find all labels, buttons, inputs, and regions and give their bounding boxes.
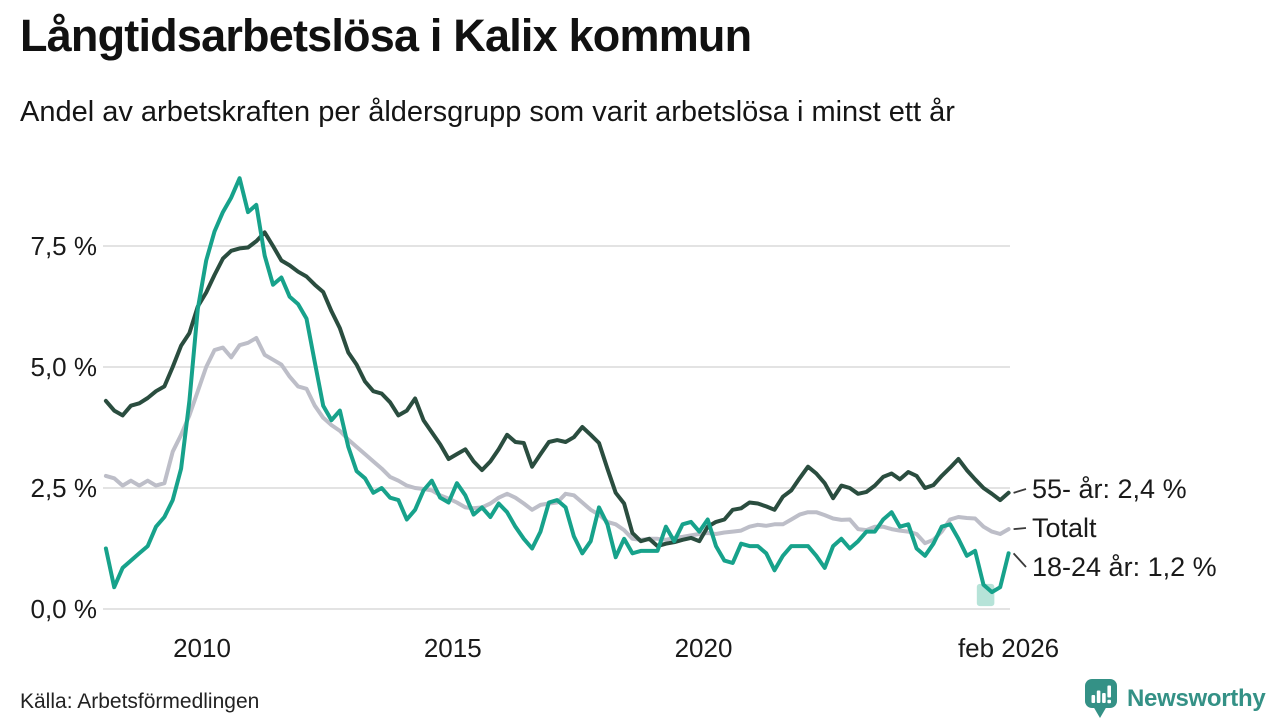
x-tick-label: 2020 (675, 633, 733, 663)
y-tick-label: 5,0 % (31, 352, 98, 382)
label-connector-18-24-r (1012, 552, 1027, 568)
page-subtitle: Andel av arbetskraften per åldersgrupp s… (20, 96, 955, 128)
source-text: Källa: Arbetsförmedlingen (20, 690, 260, 713)
x-tick-label: feb 2026 (958, 633, 1059, 663)
label-connector-totalt (1013, 527, 1027, 531)
page-title: Långtidsarbetslösa i Kalix kommun (20, 10, 752, 61)
series-line-18-24-r (103, 176, 1011, 595)
y-tick-label: 0,0 % (31, 594, 98, 624)
series-end-label-18-24-r: 18-24 år: 1,2 % (1032, 552, 1217, 582)
series-line-55-r (103, 230, 1011, 549)
series-end-label-55-r: 55- år: 2,4 % (1032, 474, 1187, 504)
series-end-label-totalt: Totalt (1032, 513, 1097, 543)
newsworthy-logo-text: Newsworthy (1127, 684, 1266, 712)
label-connector-55-r (1013, 488, 1027, 494)
newsworthy-logo-icon (1085, 679, 1117, 718)
x-tick-label: 2015 (424, 633, 482, 663)
newsworthy-logo: Newsworthy (1084, 678, 1266, 719)
x-tick-label: 2010 (173, 633, 231, 663)
y-tick-label: 7,5 % (31, 231, 98, 261)
y-tick-label: 2,5 % (31, 473, 98, 503)
